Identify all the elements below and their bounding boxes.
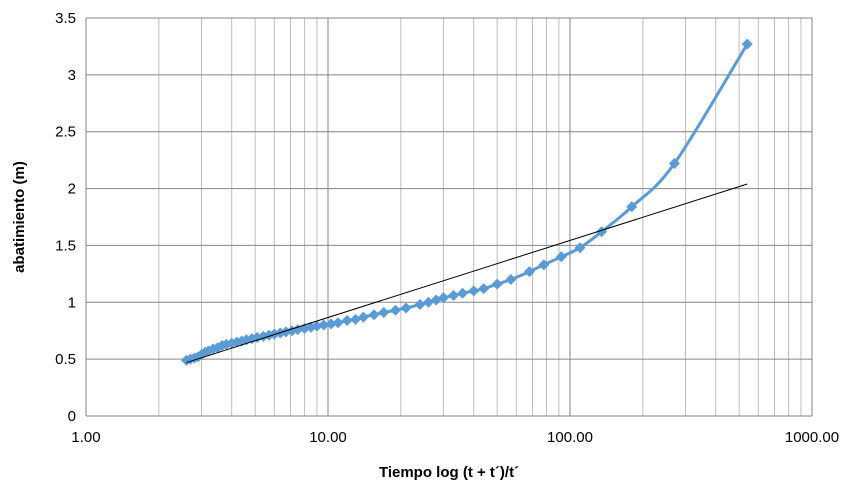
- x-tick-label: 100.00: [547, 429, 593, 446]
- data-point-marker: [311, 320, 323, 332]
- x-tick-label: 1.00: [71, 429, 100, 446]
- data-point-marker: [350, 313, 362, 325]
- data-point-marker: [292, 324, 304, 336]
- x-axis-title: Tiempo log (t + t´)/t´: [379, 464, 519, 481]
- data-point-marker: [389, 304, 401, 316]
- y-tick-label: 1: [68, 294, 76, 311]
- data-point-marker: [447, 289, 459, 301]
- data-point-marker: [478, 283, 490, 295]
- y-tick-label: 2.5: [55, 124, 76, 141]
- data-point-marker: [626, 201, 638, 213]
- data-point-marker: [422, 296, 434, 308]
- data-point-marker: [505, 274, 517, 286]
- data-point-marker: [332, 317, 344, 329]
- data-point-marker: [574, 242, 586, 254]
- data-point-marker: [668, 158, 680, 170]
- data-point-marker: [378, 307, 390, 319]
- x-tick-label: 10.00: [309, 429, 347, 446]
- tick-labels: 1.00 10.00 100.00 1000.00 0 0.5 1 1.5 2 2.5 3 3.5: [55, 10, 839, 446]
- data-point-marker: [468, 285, 480, 297]
- data-point-marker: [414, 299, 426, 311]
- data-point-marker: [741, 38, 753, 50]
- axes: [85, 18, 813, 417]
- data-point-marker: [325, 318, 337, 330]
- data-point-marker: [341, 314, 353, 326]
- data-point-marker: [538, 259, 550, 271]
- y-tick-label: 2: [68, 181, 76, 198]
- data-point-marker: [357, 311, 369, 323]
- data-point-marker: [491, 278, 503, 290]
- data-point-marker: [437, 292, 449, 304]
- y-tick-label: 3.5: [55, 10, 76, 27]
- data-point-marker: [523, 266, 535, 278]
- y-tick-label: 0: [68, 408, 76, 425]
- data-point-marker: [555, 251, 567, 263]
- data-point-marker: [400, 302, 412, 314]
- trend-line: [186, 183, 748, 364]
- data-point-marker: [318, 319, 330, 331]
- y-axis-title: abatimiento (m): [11, 161, 28, 273]
- grid: [86, 17, 812, 416]
- data-point-marker: [457, 287, 469, 299]
- x-tick-label: 1000.00: [785, 429, 839, 446]
- y-tick-label: 1.5: [55, 237, 76, 254]
- series: [180, 38, 753, 366]
- y-tick-label: 0.5: [55, 351, 76, 368]
- y-tick-label: 3: [68, 67, 76, 84]
- data-point-marker: [368, 309, 380, 321]
